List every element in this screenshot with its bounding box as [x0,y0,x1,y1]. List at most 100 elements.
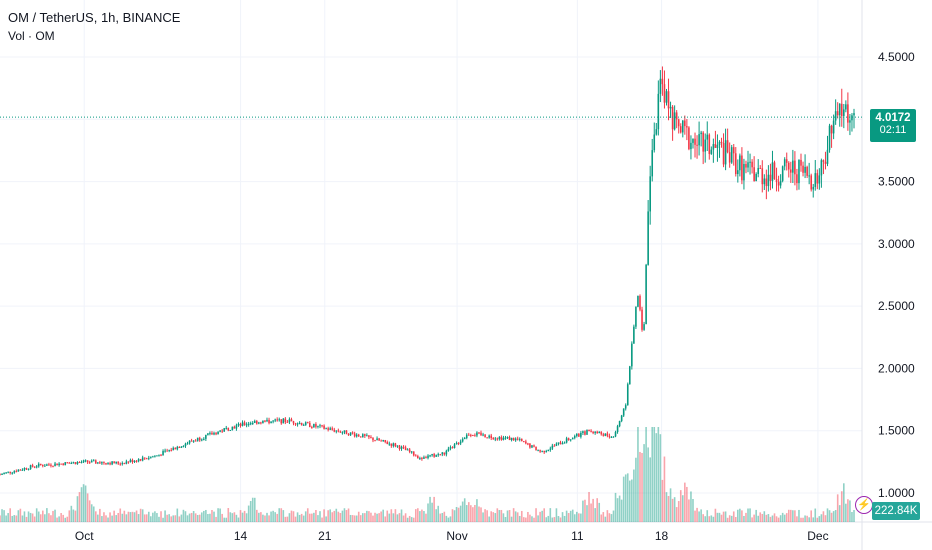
candle-body [512,437,515,441]
chart-legend[interactable]: OM / TetherUS, 1h, BINANCE Vol · OM [8,9,180,45]
volume-bar [92,506,95,522]
candle-body [573,435,576,438]
candle-body [765,178,768,187]
volume-bar [826,508,829,522]
volume-bar [339,513,342,522]
volume-bar [696,507,698,522]
candle-body [90,460,93,463]
lightning-icon[interactable]: ⚡ [855,496,873,514]
volume-bar [598,502,601,522]
volume-bar [150,516,152,522]
volume-bar [624,474,627,522]
volume-bar [851,512,853,522]
candle-body [231,426,234,430]
candle-body [694,138,696,145]
volume-bar [213,511,215,522]
candle-body [655,129,658,135]
candle-body [321,425,323,427]
volume-bar [99,508,101,522]
volume-bar [790,509,792,522]
volume-bar [708,516,711,522]
candle-body [143,457,146,459]
volume-bar [121,513,124,522]
volume-bar [765,514,768,522]
time-axis[interactable]: Oct 14 21 Nov 11 18 Dec [75,529,829,543]
volume-bar [133,512,136,522]
volume-bar [313,512,315,522]
candle-body [614,431,617,437]
candle-body [631,343,633,367]
candle-body [341,432,344,434]
candle-body [600,431,603,435]
candle-body [700,132,702,135]
candle-body [211,432,213,435]
candle-body [361,434,364,438]
volume-legend[interactable]: Vol · OM [8,29,55,43]
volume-bar [478,506,480,522]
volume-bar [221,513,223,522]
candle-body [113,461,115,464]
candle-body [571,437,574,440]
volume-bar [154,511,156,522]
volume-bar [419,511,421,522]
volume-bar [702,514,704,522]
volume-bar [565,510,568,522]
candle-body [794,160,796,175]
candle-body [125,461,128,464]
candle-body [847,104,849,123]
candle-body [270,421,272,424]
volume-bar [529,514,531,522]
candle-body [472,435,474,437]
candle-body [470,434,472,436]
candle-body [311,427,313,429]
volume-bar [113,510,115,522]
candle-body [781,166,784,181]
candle-body [180,446,183,448]
volume-bar [470,505,472,522]
volume-bar [398,513,401,522]
candle-body [64,462,67,466]
volume-bar [802,517,804,522]
volume-bar [278,508,281,522]
volume-bar [147,511,150,522]
candle-body [353,433,356,437]
candle-body [406,449,409,451]
volume-bar [44,514,46,522]
candle-body [741,155,743,181]
volume-bar [631,479,633,522]
volume-bar [755,509,757,522]
candle-body [184,443,187,447]
candle-body [580,432,582,437]
price-axis[interactable]: 1.00001.50002.00002.50003.00003.50004.00… [878,50,915,500]
candle-body [19,469,22,471]
candle-body [535,446,537,451]
x-tick-label: 21 [318,529,332,543]
volume-bar [86,493,89,522]
candle-body [364,434,366,436]
volume-bar [302,515,305,522]
volume-bar [84,485,87,522]
volume-bar [390,509,393,522]
volume-bar [215,516,217,522]
volume-bar [588,491,590,522]
volume-bar [692,499,694,522]
volume-bar [117,512,120,522]
candle-body [834,111,837,121]
volume-bar [64,517,67,522]
volume-bar [645,427,647,522]
volume-bar [5,515,7,522]
volume-bar [331,512,334,522]
candle-body [480,432,482,436]
candle-body [755,173,757,182]
volume-bar [80,487,83,522]
volume-bar [488,516,490,522]
candle-body [9,471,11,473]
volume-bar [504,516,507,522]
candle-body [325,428,327,430]
candle-body [616,426,619,432]
volume-bar [518,515,521,522]
candle-body [229,429,232,431]
symbol-title[interactable]: OM / TetherUS, 1h, BINANCE [8,10,181,25]
candle-body [812,186,815,190]
